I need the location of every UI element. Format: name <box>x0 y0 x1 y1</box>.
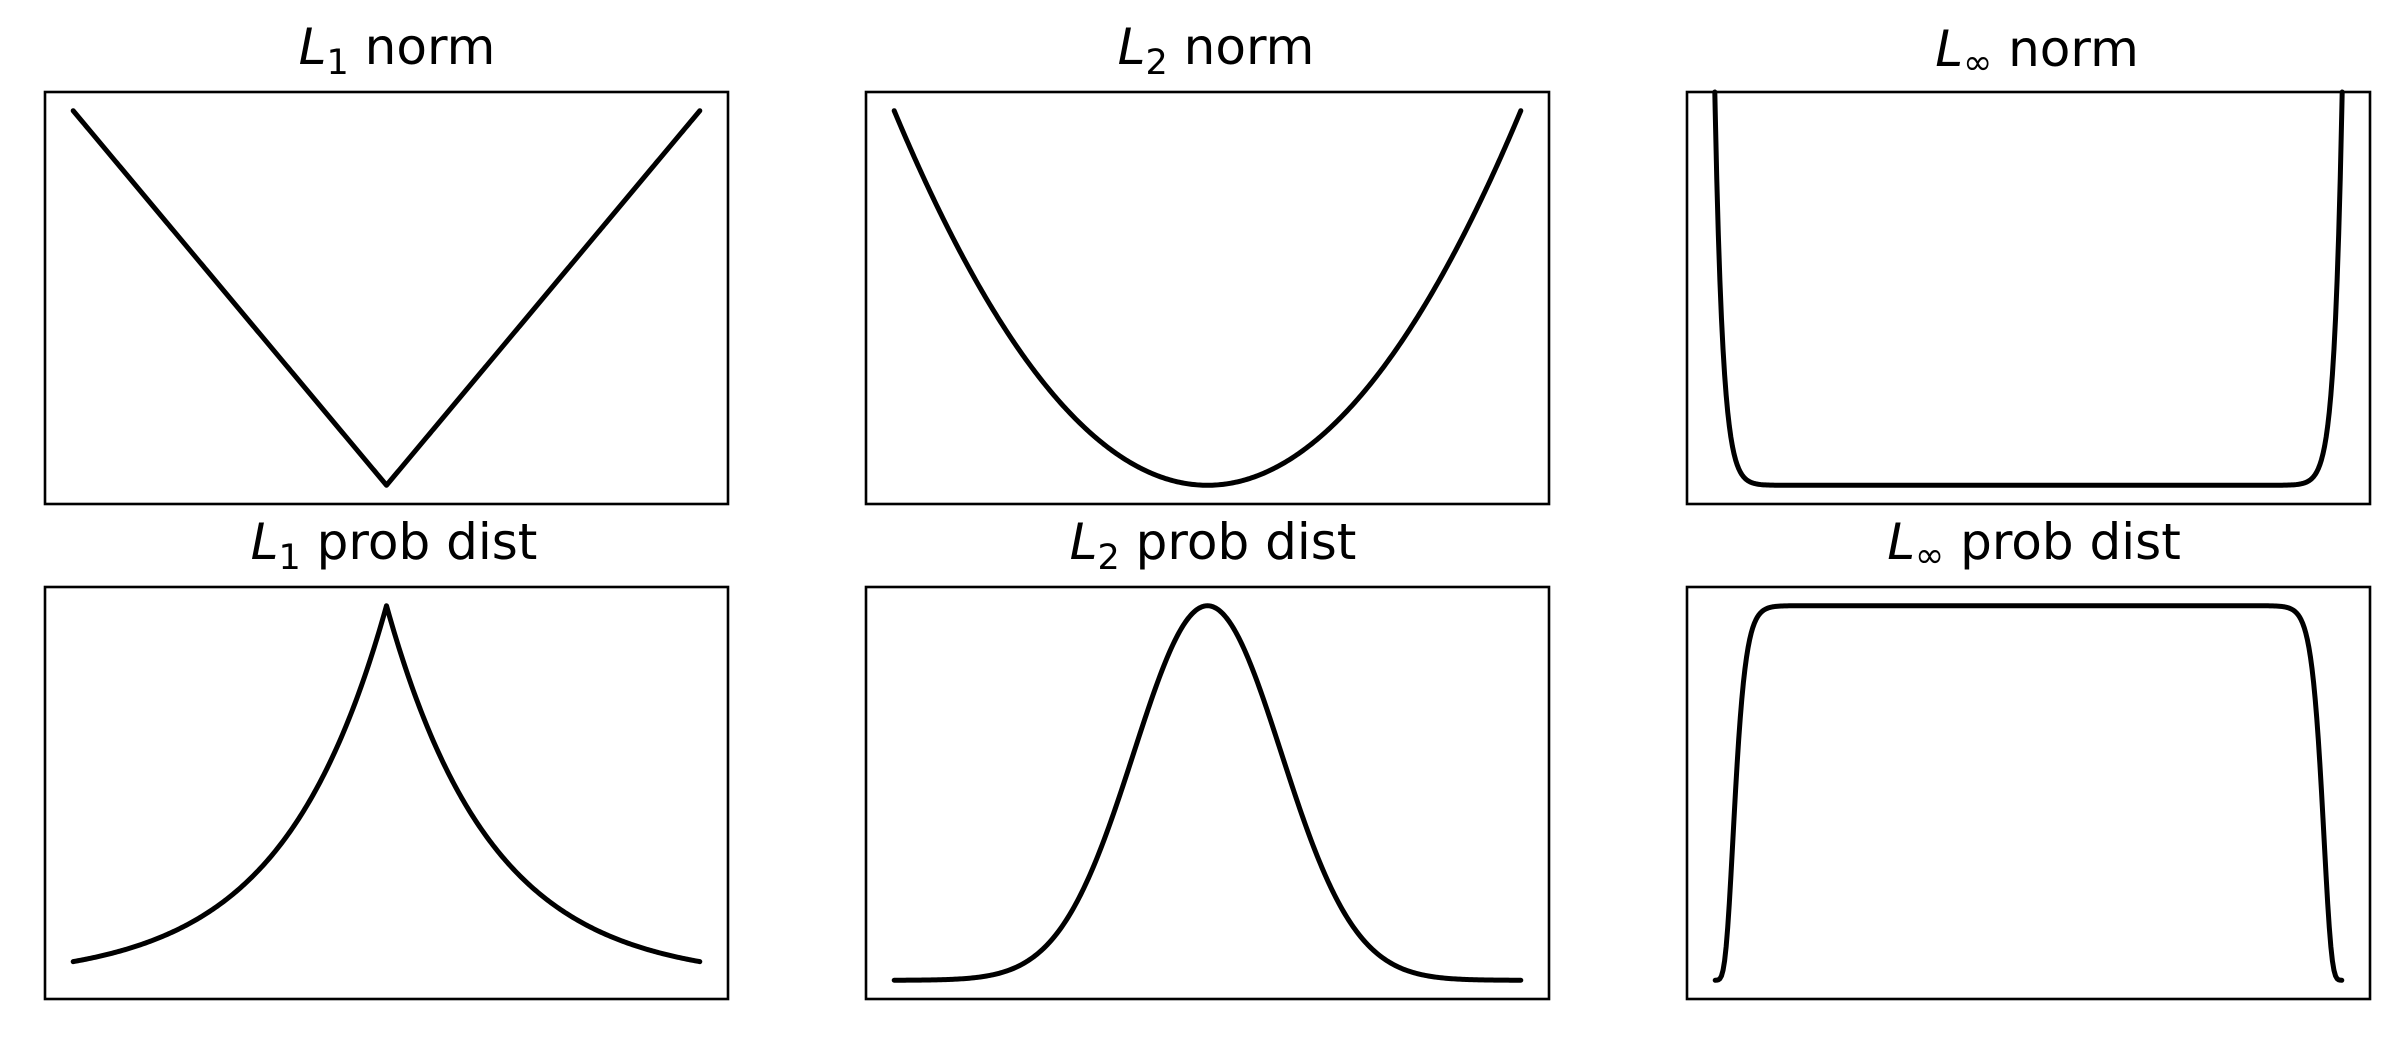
series-line <box>1712 603 2345 983</box>
title-subscript: ∞ <box>1915 536 1944 576</box>
panel-title: L1 norm <box>299 18 496 83</box>
panel-title: L2 norm <box>1118 18 1315 83</box>
panel-title: L∞ norm <box>1935 20 2139 83</box>
panel-l1-norm: L1 norm <box>43 18 730 506</box>
panel-title: L∞ prob dist <box>1887 513 2181 576</box>
panel-title: L1 prob dist <box>251 513 538 578</box>
title-symbol: L <box>1935 20 1963 78</box>
title-text: prob dist <box>301 513 538 571</box>
axes-frame <box>43 90 730 506</box>
axes-frame <box>864 585 1551 1001</box>
panel-l2-prob-dist: L2 prob dist <box>864 513 1551 1001</box>
axes-frame <box>1685 585 2372 1001</box>
series-line <box>891 603 1524 983</box>
panel-title: L2 prob dist <box>1070 513 1357 578</box>
axes-frame <box>864 90 1551 506</box>
title-symbol: L <box>1887 513 1915 571</box>
panel-linf-prob-dist: L∞ prob dist <box>1685 513 2372 1001</box>
panel-l1-prob-dist: L1 prob dist <box>43 513 730 1001</box>
title-symbol: L <box>299 18 327 76</box>
title-subscript: 1 <box>278 538 300 578</box>
title-text: norm <box>349 18 496 76</box>
title-symbol: L <box>251 513 279 571</box>
title-subscript: 2 <box>1097 538 1119 578</box>
title-symbol: L <box>1070 513 1098 571</box>
series-line <box>70 603 703 965</box>
panel-l2-norm: L2 norm <box>864 18 1551 506</box>
series-line <box>70 108 703 488</box>
axes-frame <box>1685 90 2372 506</box>
series-line <box>891 108 1524 488</box>
title-text: norm <box>1992 20 2139 78</box>
title-text: prob dist <box>1120 513 1357 571</box>
title-text: prob dist <box>1944 513 2181 571</box>
title-text: norm <box>1168 18 1315 76</box>
title-subscript: ∞ <box>1963 43 1992 83</box>
panel-linf-norm: L∞ norm <box>1685 20 2372 506</box>
title-subscript: 2 <box>1146 43 1168 83</box>
title-subscript: 1 <box>327 43 349 83</box>
title-symbol: L <box>1118 18 1146 76</box>
axes-frame <box>43 585 730 1001</box>
series-line <box>1712 89 2345 488</box>
